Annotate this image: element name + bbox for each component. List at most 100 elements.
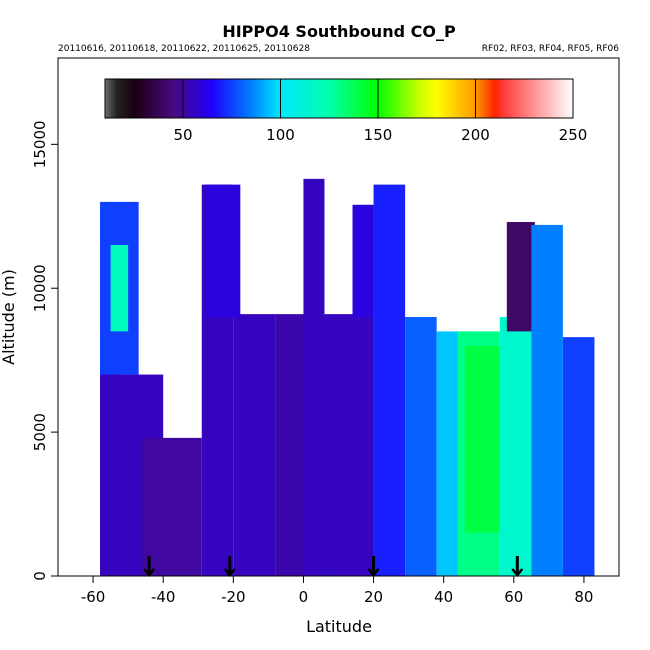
chart-subtitle-flights: RF02, RF03, RF04, RF05, RF06 [482, 44, 620, 54]
colorbar-segment [181, 79, 184, 118]
colorbar-segment [364, 79, 367, 118]
colorbar-segment [557, 79, 560, 118]
colorbar-segment [411, 79, 414, 118]
colorbar-segment [487, 79, 490, 118]
colorbar-segment [493, 79, 496, 118]
colorbar-segment [296, 79, 299, 118]
colorbar-segment [378, 79, 381, 118]
colorbar-tick-label: 50 [173, 126, 192, 144]
colorbar-segment [331, 79, 334, 118]
colorbar-segment [475, 79, 479, 118]
colorbar-segment [428, 79, 432, 118]
chart-title: HIPPO4 Southbound CO_P [222, 22, 456, 41]
colorbar-segment [327, 79, 330, 118]
colorbar-segment [522, 79, 525, 118]
x-tick-label: -60 [81, 588, 106, 606]
colorbar-segment [188, 79, 192, 118]
flight-arrow-head [367, 568, 380, 577]
colorbar-segment [385, 79, 389, 118]
colorbar-segment [216, 79, 219, 118]
colorbar-segment [288, 79, 291, 118]
colorbar-segment [393, 79, 397, 118]
colorbar-segment [430, 79, 434, 118]
colorbar-segment [461, 79, 465, 118]
colorbar-segment [292, 79, 295, 118]
colorbar-segment [159, 79, 163, 118]
colorbar-segment [249, 79, 252, 118]
colorbar-segment [368, 79, 371, 118]
colorbar-segment [444, 79, 447, 118]
colorbar-segment [346, 79, 350, 118]
colorbar-segment [446, 79, 449, 118]
data-region-9 [303, 178, 325, 576]
colorbar-segment [543, 79, 547, 118]
colorbar-segment [270, 79, 274, 118]
flight-arrow-head [511, 568, 524, 577]
colorbar-segment [106, 79, 110, 118]
y-axis-label: Altitude (m) [0, 269, 18, 365]
chart-subtitle-dates: 20110616, 20110618, 20110622, 20110625, … [58, 44, 310, 54]
colorbar-segment [165, 79, 168, 118]
colorbar-segment [342, 79, 346, 118]
colorbar-segment [528, 79, 531, 118]
colorbar-segment [274, 79, 278, 118]
colorbar-segment [179, 79, 182, 118]
colorbar-segment [155, 79, 159, 118]
colorbar-tick-label: 100 [266, 126, 295, 144]
colorbar-segment [520, 79, 523, 118]
colorbar-segment [397, 79, 401, 118]
x-tick-label: 20 [364, 588, 383, 606]
colorbar-segment [264, 79, 268, 118]
colorbar-segment [110, 79, 114, 118]
data-region-8 [275, 314, 307, 576]
colorbar-segment [360, 79, 363, 118]
colorbar-segment [551, 79, 555, 118]
colorbar-segment [516, 79, 519, 118]
colorbar-segment [395, 79, 399, 118]
colorbar-segment [335, 79, 338, 118]
x-axis: -60 -40 -20 0 20 40 60 80 [81, 576, 593, 606]
colorbar-segment [112, 79, 116, 118]
colorbar-segment [196, 79, 200, 118]
colorbar-segment [214, 79, 217, 118]
colorbar-segment [177, 79, 180, 118]
colorbar-segment [469, 79, 473, 118]
colorbar-segment [537, 79, 541, 118]
colorbar-segment [420, 79, 424, 118]
colorbar-segment [379, 79, 383, 118]
colorbar-segment [257, 79, 260, 118]
colorbar-segment [206, 79, 209, 118]
colorbar-segment [116, 79, 120, 118]
colorbar-segment [280, 79, 284, 118]
colorbar-segment [319, 79, 323, 118]
colorbar-segment [169, 79, 172, 118]
y-tick-label: 0 [31, 571, 49, 581]
colorbar-segment [321, 79, 324, 118]
colorbar-segment [389, 79, 393, 118]
colorbar-segment [323, 79, 326, 118]
colorbar-segment [286, 79, 289, 118]
colorbar-segment [350, 79, 354, 118]
colorbar-segment [204, 79, 207, 118]
colorbar-segment [194, 79, 198, 118]
colorbar-segment [467, 79, 471, 118]
colorbar-segment [142, 79, 145, 118]
colorbar-segment [147, 79, 151, 118]
colorbar-segment [229, 79, 233, 118]
colorbar-segment [524, 79, 527, 118]
x-tick-label: 40 [434, 588, 453, 606]
colorbar-segment [491, 79, 494, 118]
colorbar-segment [223, 79, 227, 118]
colorbar-segment [348, 79, 352, 118]
colorbar-segment [502, 79, 506, 118]
colorbar-segment [370, 79, 373, 118]
colorbar-segment [153, 79, 157, 118]
colorbar-segment [122, 79, 126, 118]
colorbar-segment [454, 79, 457, 118]
colorbar-segment [282, 79, 285, 118]
colorbar-segment [208, 79, 211, 118]
colorbar-segment [366, 79, 369, 118]
colorbar-segment [450, 79, 453, 118]
colorbar-segment [545, 79, 549, 118]
